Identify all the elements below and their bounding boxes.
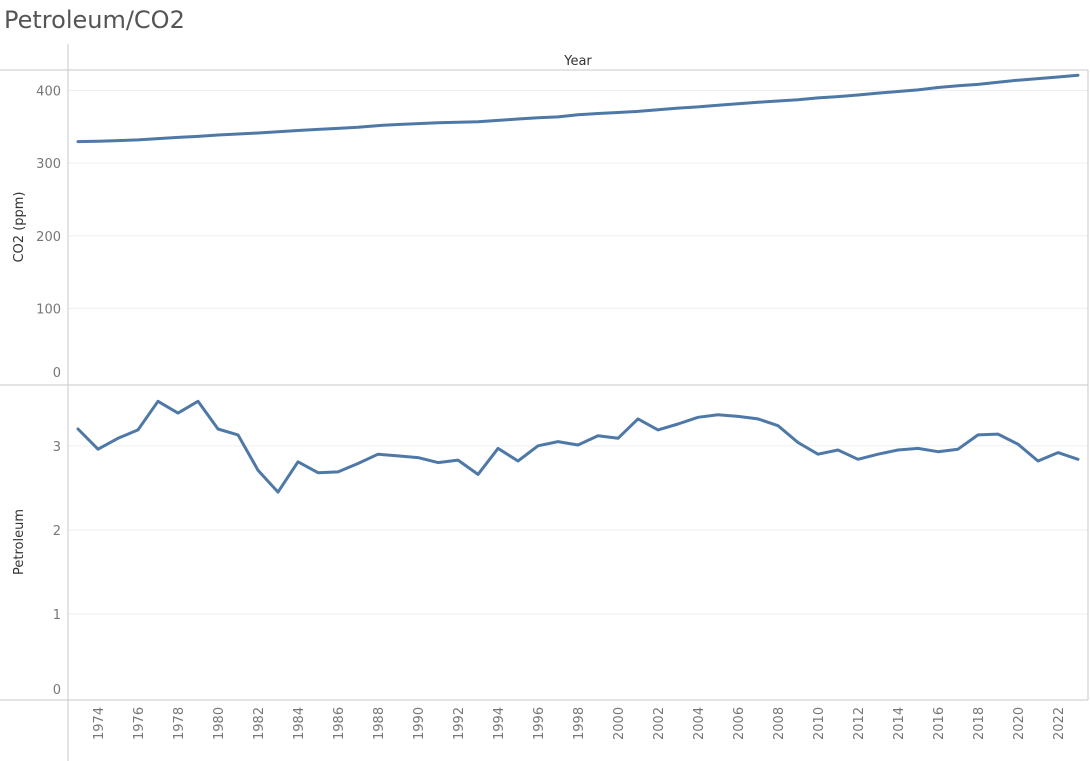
x-tick-label: 1976 [132,707,147,740]
y-tick-label: 0 [53,366,61,381]
series-line [76,399,1080,494]
y-tick-label: 1 [53,608,61,623]
y-tick-label: 400 [36,85,61,100]
x-axis-header: Year [563,54,592,69]
chart-title: Petroleum/CO2 [4,6,185,34]
x-tick-label: 1978 [172,707,187,740]
x-tick-label: 2006 [732,707,747,740]
tick-labels: 0 100 200 300 400 0 1 2 3 1974 1976 1978 1980 1982 198… [36,85,1067,740]
x-tick-label: 1986 [332,707,347,740]
y-tick-label: 100 [36,302,61,317]
x-tick-label: 1982 [252,707,267,740]
x-tick-label: 1992 [452,707,467,740]
x-tick-label: 1988 [372,707,387,740]
x-tick-label: 2008 [772,707,787,740]
x-tick-label: 1996 [532,707,547,740]
x-tick-label: 2000 [612,707,627,740]
co2-axis-title: CO2 (ppm) [12,191,27,262]
x-tick-label: 2020 [1012,707,1027,740]
petroleum-axis-title: Petroleum [12,509,27,575]
x-tick-label: 2004 [692,707,707,740]
y-tick-label: 0 [53,683,61,698]
series-line [76,73,1080,144]
y-tick-label: 300 [36,157,61,172]
y-tick-label: 3 [53,440,61,455]
y-tick-label: 2 [53,524,61,539]
x-tick-label: 2002 [652,707,667,740]
x-tick-label: 2022 [1052,707,1067,740]
x-tick-label: 1990 [412,707,427,740]
x-tick-label: 1980 [212,707,227,740]
x-tick-label: 1994 [492,707,507,740]
x-tick-label: 2012 [852,707,867,740]
x-tick-label: 2014 [892,707,907,740]
series-lines [76,73,1080,494]
y-tick-label: 200 [36,230,61,245]
x-tick-label: 1984 [292,707,307,740]
gridlines [68,90,1088,615]
x-tick-label: 1998 [572,707,587,740]
x-tick-label: 1974 [92,707,107,740]
x-tick-label: 2016 [932,707,947,740]
x-tick-label: 2010 [812,707,827,740]
axis-frame [0,44,1089,761]
x-tick-label: 2018 [972,707,987,740]
